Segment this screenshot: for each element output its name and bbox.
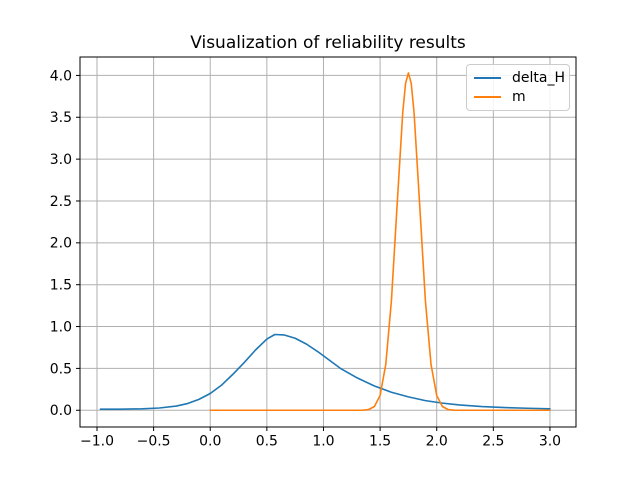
x-tick-label: 0.0 (199, 434, 221, 450)
legend-label-m: m (512, 88, 526, 105)
legend: delta_H m (466, 64, 570, 111)
x-tick-label: 3.0 (539, 434, 561, 450)
axes-frame (79, 56, 577, 428)
y-tick-label: 2.5 (50, 194, 72, 210)
legend-label-delta_H: delta_H (512, 70, 565, 87)
axes-background (80, 57, 576, 427)
y-tick-label: 0.5 (50, 361, 72, 377)
x-tick-label: 1.0 (312, 434, 334, 450)
y-tick-label: 2.0 (50, 236, 72, 252)
legend-line-sample-m (474, 95, 501, 98)
series-line-m (209, 72, 551, 412)
legend-item-delta_H: delta_H (474, 69, 565, 88)
y-tick-label: 3.0 (50, 152, 72, 168)
x-tick-label: 2.0 (426, 434, 448, 450)
series-line-delta_H (99, 333, 551, 410)
y-tick-label: 0.0 (50, 403, 72, 419)
x-tick-label: −0.5 (137, 434, 171, 450)
legend-line-sample-delta_H (474, 77, 501, 80)
x-tick-label: 0.5 (256, 434, 278, 450)
y-tick-label: 3.5 (50, 110, 72, 126)
x-tick-label: −1.0 (80, 434, 114, 450)
y-tick-label: 1.0 (50, 319, 72, 335)
x-tick-label: 1.5 (369, 434, 391, 450)
x-tick-label: 2.5 (482, 434, 504, 450)
legend-item-m: m (474, 88, 563, 107)
chart-title: Visualization of reliability results (190, 33, 466, 53)
y-tick-label: 4.0 (50, 68, 72, 84)
y-tick-label: 1.5 (50, 278, 72, 294)
